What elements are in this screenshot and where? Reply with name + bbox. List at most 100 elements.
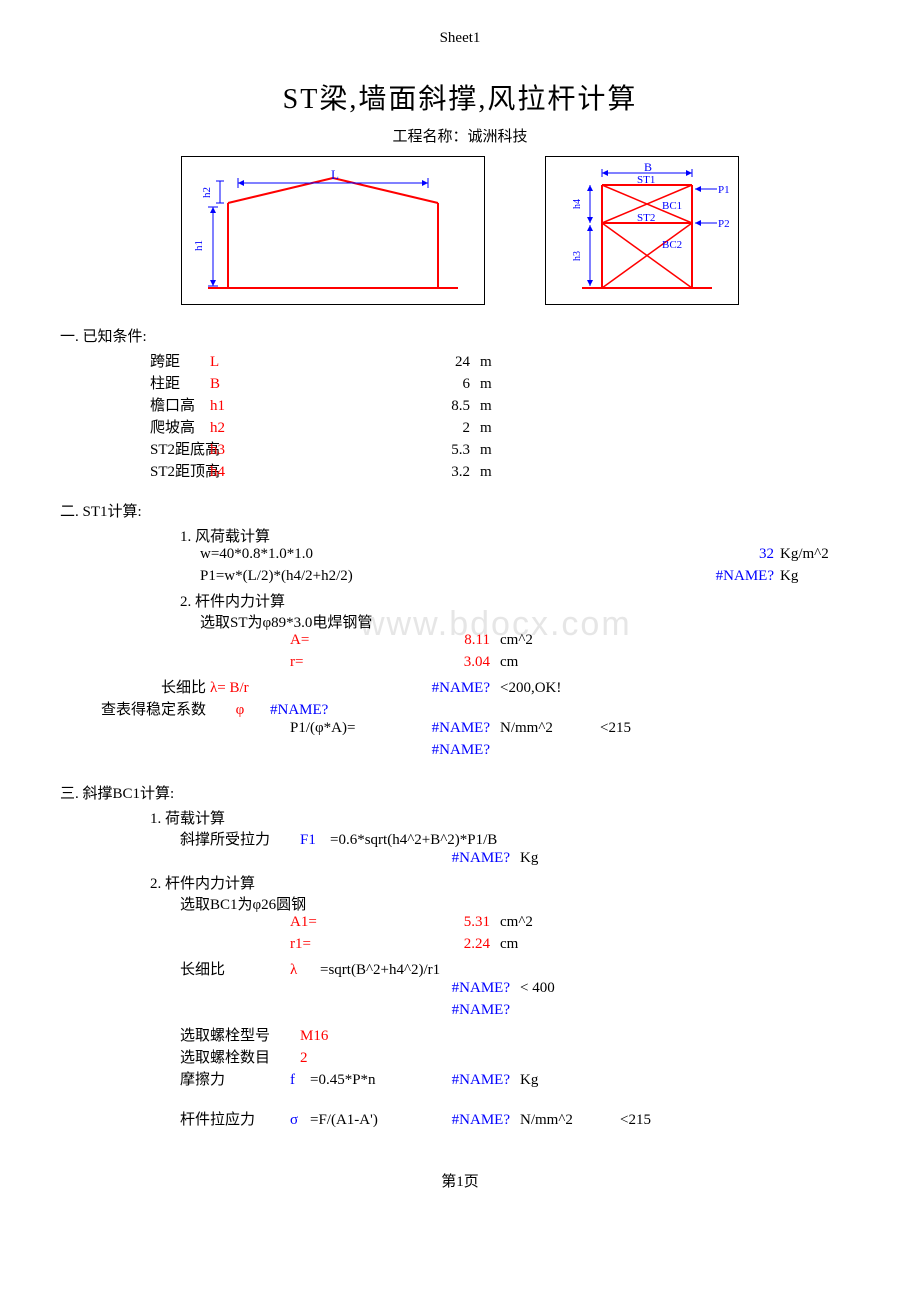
p-label: 檐口高 <box>60 394 210 415</box>
dim-L-label: L <box>331 167 339 182</box>
sheet-name: Sheet1 <box>60 30 860 47</box>
slender-formula: λ= B/r <box>210 680 350 697</box>
slender-check: <200,OK! <box>500 680 600 697</box>
p-val: 24 <box>330 354 480 371</box>
w-val: 32 <box>710 546 780 563</box>
F1-label: 斜撑所受拉力 <box>180 828 300 849</box>
sigma-val2: #NAME? <box>410 742 500 759</box>
p-val: 6 <box>330 376 480 393</box>
P1-val: #NAME? <box>710 568 780 585</box>
dim-h3-label: h3 <box>572 251 583 261</box>
sigma-check: <215 <box>600 720 680 737</box>
stress-sym: σ <box>290 1112 310 1129</box>
sec1-params: 跨距L24m 柱距B6m 檐口高h18.5m 爬坡高h22m ST2距底高h35… <box>60 350 860 482</box>
friction-val: #NAME? <box>440 1072 520 1089</box>
sec3-head: 三. 斜撑BC1计算: <box>60 782 860 803</box>
phi-sym: φ <box>210 702 270 719</box>
phi-val: #NAME? <box>270 702 350 719</box>
p-label: 爬坡高 <box>60 416 210 437</box>
p-sym: B <box>210 376 330 393</box>
select-BC1: 选取BC1为φ26圆钢 <box>60 893 860 914</box>
F1-unit: Kg <box>520 850 620 867</box>
slender-val: #NAME? <box>350 680 500 697</box>
bolt-type-label: 选取螺栓型号 <box>180 1024 300 1045</box>
sigma-formula: P1/(φ*A)= <box>290 720 410 737</box>
stress-unit: N/mm^2 <box>520 1112 620 1129</box>
p-label: 跨距 <box>60 350 210 371</box>
dim-h1-label: h1 <box>193 240 205 251</box>
friction-sym: f <box>290 1072 310 1089</box>
p-unit: m <box>480 442 560 459</box>
bolt-type: M16 <box>300 1028 360 1045</box>
sec3-sub1: 1. 荷载计算 <box>60 807 860 828</box>
sigma-val: #NAME? <box>410 720 500 737</box>
dim-h2-label: h2 <box>201 187 213 198</box>
label-ST1: ST1 <box>637 174 655 186</box>
r-unit: cm <box>500 654 600 671</box>
slender3-label: 长细比 <box>180 958 290 979</box>
p-label: 柱距 <box>60 372 210 393</box>
A-sym: A= <box>290 632 350 649</box>
diagram-right-box: B h4 h3 ST1 ST2 BC1 BC2 P1 P2 <box>545 156 739 305</box>
phi-label: 查表得稳定系数 <box>60 698 210 719</box>
sec1-head: 一. 已知条件: <box>60 325 860 346</box>
A-val: 8.11 <box>350 632 500 649</box>
p-sym: h1 <box>210 398 330 415</box>
select-ST: 选取ST为φ89*3.0电焊钢管 <box>60 611 860 632</box>
label-ST2: ST2 <box>637 212 655 224</box>
p-sym: h4 <box>210 464 330 481</box>
page-footer: 第1页 <box>60 1170 860 1191</box>
p-sym: h3 <box>210 442 330 459</box>
p-unit: m <box>480 376 560 393</box>
r-val: 3.04 <box>350 654 500 671</box>
slender3-val: #NAME? <box>440 980 520 997</box>
project-line: 工程名称：诚洲科技 <box>60 125 860 146</box>
sec2-sub2: 2. 杆件内力计算 <box>60 590 860 611</box>
page-title: ST梁,墙面斜撑,风拉杆计算 <box>60 77 860 117</box>
stress-formula: =F/(A1-A') <box>310 1112 440 1129</box>
p-val: 2 <box>330 420 480 437</box>
p-unit: m <box>480 398 560 415</box>
p-unit: m <box>480 464 560 481</box>
bolt-num-label: 选取螺栓数目 <box>180 1046 300 1067</box>
r1-unit: cm <box>500 936 600 953</box>
F1-val: #NAME? <box>440 850 520 867</box>
p-val: 5.3 <box>330 442 480 459</box>
dim-B-label: B <box>644 163 652 174</box>
r1-val: 2.24 <box>350 936 500 953</box>
friction-label: 摩擦力 <box>180 1068 290 1089</box>
slender3-val2: #NAME? <box>440 1002 520 1019</box>
p-sym: h2 <box>210 420 330 437</box>
diagram-left-box: L h1 h2 <box>181 156 485 305</box>
p-unit: m <box>480 354 560 371</box>
sec2-sub1: 1. 风荷载计算 <box>60 525 860 546</box>
friction-unit: Kg <box>520 1072 620 1089</box>
A1-unit: cm^2 <box>500 914 600 931</box>
project-label: 工程名称： <box>392 129 467 145</box>
stress-check: <215 <box>620 1112 700 1129</box>
project-name: 诚洲科技 <box>468 129 528 145</box>
slender-label: 长细比 <box>60 676 210 697</box>
w-formula: w=40*0.8*1.0*1.0 <box>60 546 460 563</box>
P1-unit: Kg <box>780 568 860 585</box>
sec2-head: 二. ST1计算: <box>60 500 860 521</box>
F1-formula: =0.6*sqrt(h4^2+B^2)*P1/B <box>330 832 497 849</box>
slender3-sym: λ <box>290 962 320 979</box>
slender3-formula: =sqrt(B^2+h4^2)/r1 <box>320 962 440 979</box>
diagram-row: L h1 h2 <box>60 156 860 305</box>
dim-h4-label: h4 <box>572 199 583 209</box>
label-P1: P1 <box>718 184 730 196</box>
sigma-unit: N/mm^2 <box>500 720 600 737</box>
p-val: 3.2 <box>330 464 480 481</box>
sec3-sub2: 2. 杆件内力计算 <box>60 872 860 893</box>
w-unit: Kg/m^2 <box>780 546 860 563</box>
stress-val: #NAME? <box>440 1112 520 1129</box>
p-label: ST2距底高 <box>60 438 210 459</box>
diagram-right-svg: B h4 h3 ST1 ST2 BC1 BC2 P1 P2 <box>552 163 732 293</box>
p-label: ST2距顶高 <box>60 460 210 481</box>
r1-sym: r1= <box>290 936 350 953</box>
A1-val: 5.31 <box>350 914 500 931</box>
A-unit: cm^2 <box>500 632 600 649</box>
friction-formula: =0.45*P*n <box>310 1072 440 1089</box>
P1-formula: P1=w*(L/2)*(h4/2+h2/2) <box>60 568 460 585</box>
